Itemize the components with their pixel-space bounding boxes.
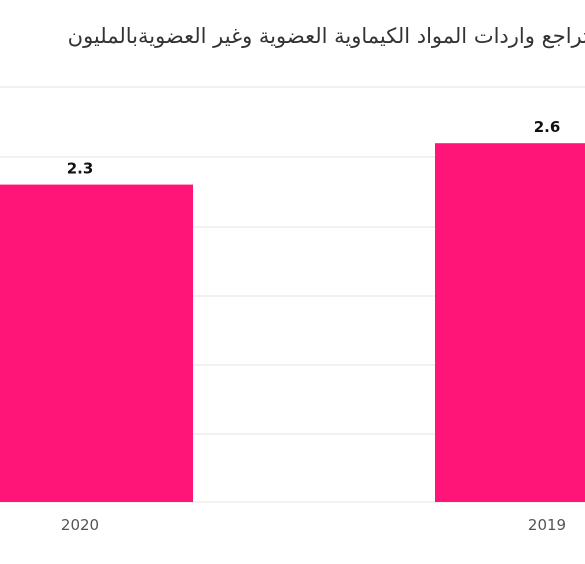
chart-title: تراجع واردات المواد الكيماوية العضوية وغ… (67, 24, 585, 48)
data-label-2020: 2.3 (67, 160, 94, 178)
bar-2020 (0, 184, 193, 502)
x-tick-label-2019: 2019 (528, 516, 566, 534)
bar-2019 (435, 143, 585, 502)
x-tick-label-2020: 2020 (61, 516, 99, 534)
data-label-2019: 2.6 (534, 118, 561, 136)
